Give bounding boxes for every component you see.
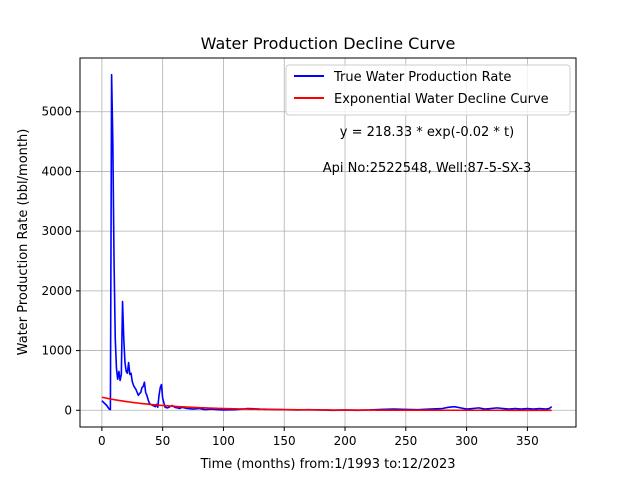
series-layer <box>101 73 553 412</box>
y-axis-label: Water Production Rate (bbl/month) <box>16 129 31 356</box>
x-tick-label: 300 <box>455 434 478 448</box>
plot-frame <box>79 57 577 428</box>
x-tick-label: 200 <box>334 434 357 448</box>
x-tick-label: 150 <box>273 434 296 448</box>
x-tick-label: 0 <box>98 434 106 448</box>
chart-title: Water Production Decline Curve <box>201 34 456 53</box>
legend-label-fit: Exponential Water Decline Curve <box>334 92 549 107</box>
y-tick-label: 2000 <box>41 284 72 298</box>
x-tick-label: 50 <box>155 434 170 448</box>
legend-label-true: True Water Production Rate <box>333 70 511 85</box>
y-tick-label: 4000 <box>41 164 72 178</box>
x-axis-label: Time (months) from:1/1993 to:12/2023 <box>199 457 455 472</box>
x-tick-label: 250 <box>394 434 417 448</box>
y-tick-label: 3000 <box>41 224 72 238</box>
y-tick-label: 5000 <box>41 105 72 119</box>
series-line-exponential-fit <box>101 396 552 412</box>
ticks: 0 50 100 150 200 250 300 350 0 1000 2000 3000 4000 50… <box>41 105 538 448</box>
well-info-annotation: Api No:2522548, Well:87-5-SX-3 <box>323 161 531 176</box>
legend: True Water Production Rate Exponential W… <box>285 64 571 116</box>
x-tick-label: 100 <box>212 434 235 448</box>
x-tick-label: 350 <box>516 434 539 448</box>
y-tick-label: 1000 <box>41 344 72 358</box>
fit-equation-annotation: y = 218.33 * exp(-0.02 * t) <box>340 125 514 140</box>
y-tick-label: 0 <box>64 403 72 417</box>
legend-box <box>285 64 571 116</box>
